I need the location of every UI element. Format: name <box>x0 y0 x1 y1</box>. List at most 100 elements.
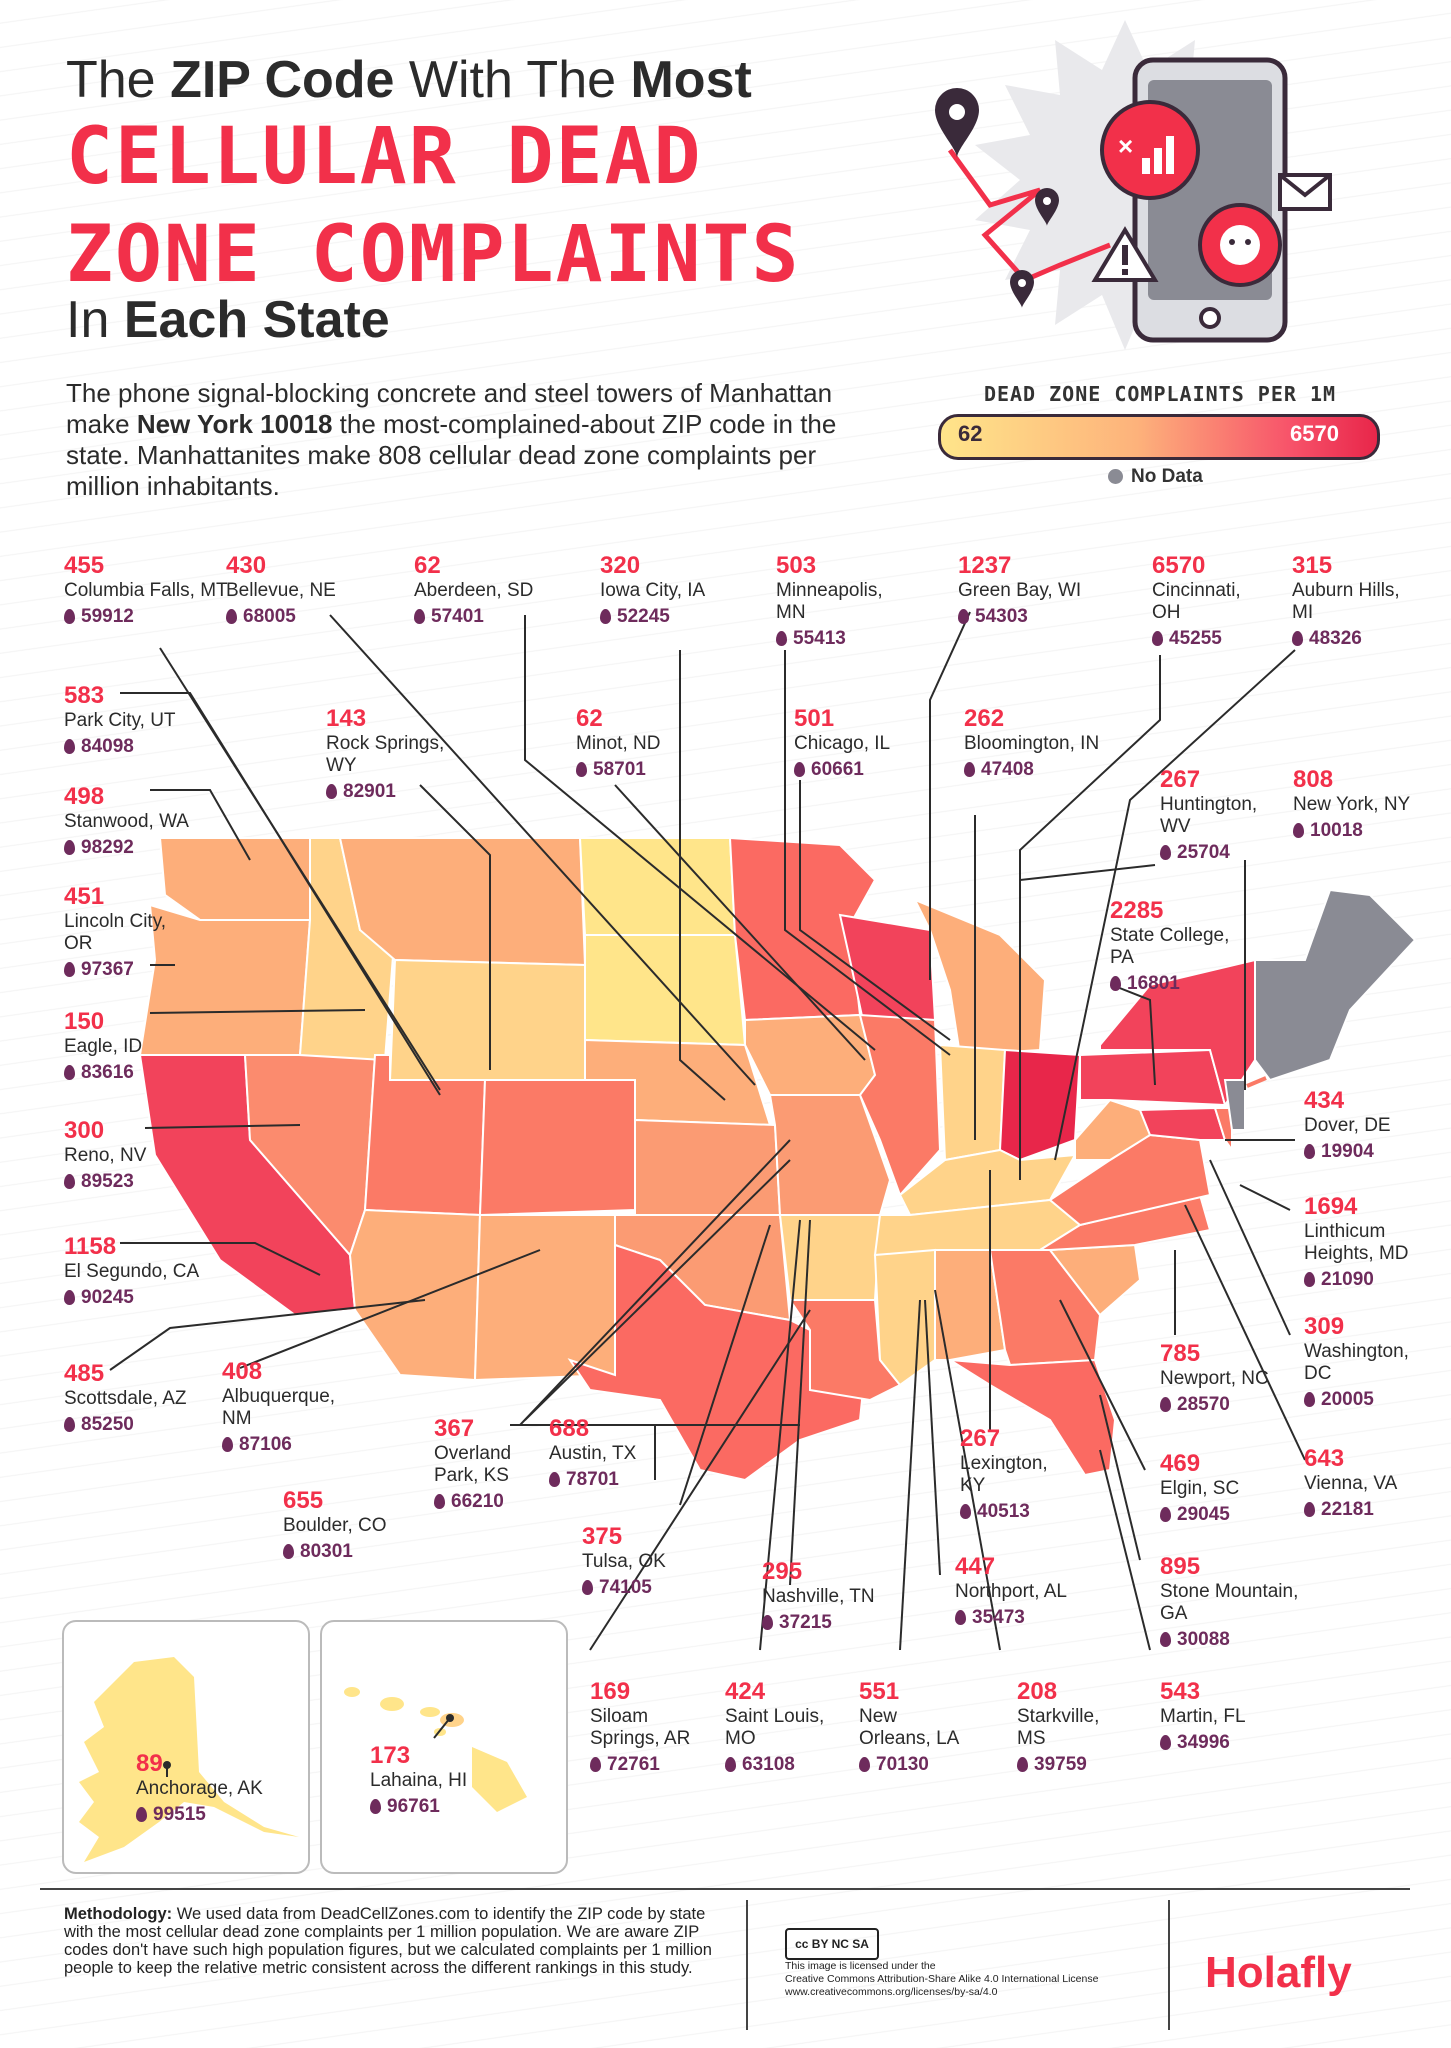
location-pin-icon <box>64 962 75 977</box>
location-pin-icon <box>222 1437 233 1452</box>
label-ny: 808 New York, NY 10018 <box>1293 766 1411 841</box>
holafly-logo: Holafly <box>1205 1948 1352 1997</box>
label-in: 262 Bloomington, IN 47408 <box>964 705 1100 780</box>
label-la: 551 New Orleans, LA 70130 <box>859 1678 960 1775</box>
location-pin-icon <box>414 609 425 624</box>
location-pin-icon <box>1110 976 1121 991</box>
location-pin-icon <box>64 1290 75 1305</box>
label-dc: 309 Washington, DC 20005 <box>1304 1313 1409 1410</box>
label-az: 485 Scottsdale, AZ 85250 <box>64 1360 187 1435</box>
legend-max: 6570 <box>1290 421 1339 446</box>
location-pin-icon <box>64 840 75 855</box>
label-pa: 2285 State College, PA 16801 <box>1110 897 1230 994</box>
route-line <box>947 148 1111 284</box>
label-tn: 295 Nashville, TN 37215 <box>762 1558 875 1633</box>
state-md <box>1138 1106 1227 1141</box>
location-pin-icon <box>859 1757 870 1772</box>
alaska-shape <box>79 1657 299 1862</box>
angry-face-bubble-icon <box>1198 203 1282 287</box>
us-map <box>138 836 1417 1480</box>
location-pin-icon <box>64 1417 75 1432</box>
label-fl: 543 Martin, FL 34996 <box>1160 1678 1246 1753</box>
label-va: 643 Vienna, VA 22181 <box>1304 1445 1398 1520</box>
state-la <box>788 1299 902 1402</box>
label-hi: 173 Lahaina, HI 96761 <box>370 1742 468 1817</box>
location-pin-icon <box>1304 1272 1315 1287</box>
location-pin-icon <box>960 1504 971 1519</box>
no-signal-bubble-icon: × <box>1100 100 1200 200</box>
label-mi: 315 Auburn Hills, MI 48326 <box>1292 552 1400 649</box>
location-pin-icon <box>725 1757 736 1772</box>
location-pin-icon <box>1160 1507 1171 1522</box>
location-pin-icon <box>776 631 787 646</box>
label-mo: 424 Saint Louis, MO 63108 <box>725 1678 825 1775</box>
location-pin-icon <box>590 1757 601 1772</box>
location-pin-icon <box>1010 270 1034 308</box>
location-pin-icon <box>64 609 75 624</box>
state-il <box>858 1013 942 1197</box>
label-ky: 267 Lexington, KY 40513 <box>960 1425 1048 1522</box>
label-ia: 320 Iowa City, IA 52245 <box>600 552 706 627</box>
no-data-swatch <box>1108 469 1123 484</box>
location-pin-icon <box>576 762 587 777</box>
label-mt: 455 Columbia Falls, MT 59912 <box>64 552 228 627</box>
location-pin-icon <box>1304 1392 1315 1407</box>
label-wa: 498 Stanwood, WA 98292 <box>64 783 189 858</box>
label-nd: 62 Minot, ND 58701 <box>576 705 661 780</box>
warning-icon <box>1091 226 1159 282</box>
cc-license-badge: cc BY NC SA <box>785 1928 879 1960</box>
location-pin-icon <box>1152 631 1163 646</box>
location-pin-icon <box>1304 1502 1315 1517</box>
label-sd: 62 Aberdeen, SD 57401 <box>414 552 534 627</box>
state-ms <box>873 1248 936 1387</box>
label-ga: 895 Stone Mountain, GA 30088 <box>1160 1553 1299 1650</box>
label-oh: 6570 Cincinnati, OH 45255 <box>1152 552 1241 649</box>
location-pin-icon <box>326 784 337 799</box>
label-ne: 430 Bellevue, NE 68005 <box>226 552 336 627</box>
location-pin-icon <box>958 609 969 624</box>
label-ms: 208 Starkville, MS 39759 <box>1017 1678 1100 1775</box>
methodology-text: Methodology: We used data from DeadCellZ… <box>64 1905 712 1977</box>
location-pin-icon <box>600 609 611 624</box>
location-pin-icon <box>964 762 975 777</box>
label-ca: 1158 El Segundo, CA 90245 <box>64 1233 200 1308</box>
location-pin-icon <box>64 739 75 754</box>
label-al: 447 Northport, AL 35473 <box>955 1553 1067 1628</box>
label-ok: 375 Tulsa, OK 74105 <box>582 1523 666 1598</box>
envelope-icon <box>1278 173 1332 211</box>
location-pin-icon <box>1304 1144 1315 1159</box>
location-pin-icon <box>1160 1397 1171 1412</box>
location-pin-icon <box>1160 1632 1171 1647</box>
page-title: The ZIP Code With The Most <box>66 51 752 109</box>
label-wy: 143 Rock Springs, WY 82901 <box>326 705 445 802</box>
location-pin-icon <box>1292 631 1303 646</box>
label-co: 655 Boulder, CO 80301 <box>283 1487 387 1562</box>
phone-illustration: × <box>935 20 1332 350</box>
hawaii-shape <box>344 1687 527 1812</box>
legend-title: DEAD ZONE COMPLAINTS PER 1M <box>983 382 1337 406</box>
hawaii-inset: 173 Lahaina, HI 96761 <box>320 1620 568 1874</box>
state-nj <box>1223 1079 1246 1131</box>
label-nm: 408 Albuquerque, NM 87106 <box>222 1358 336 1455</box>
license-text: This image is licensed under the Creativ… <box>785 1960 1099 1998</box>
label-il: 501 Chicago, IL 60661 <box>794 705 891 780</box>
label-tx: 688 Austin, TX 78701 <box>549 1415 637 1490</box>
footer-separator <box>1168 1900 1170 2030</box>
location-pin-icon <box>64 1065 75 1080</box>
location-pin-icon <box>370 1799 381 1814</box>
label-id: 150 Eagle, ID 83616 <box>64 1008 143 1083</box>
legend-no-data: No Data <box>1108 466 1203 488</box>
location-pin-icon <box>1160 1735 1171 1750</box>
state-fl <box>949 1358 1117 1477</box>
svg-text:×: × <box>1118 131 1133 161</box>
label-sc: 469 Elgin, SC 29045 <box>1160 1450 1240 1525</box>
location-pin-icon <box>1035 188 1059 226</box>
intro-paragraph: The phone signal-blocking concrete and s… <box>66 378 837 501</box>
headline-line-2: ZONE COMPLAINTS <box>66 210 801 300</box>
legend-min: 62 <box>958 421 983 446</box>
state-al <box>934 1249 1007 1361</box>
legend-color-scale <box>938 414 1380 460</box>
location-pin-icon <box>794 762 805 777</box>
location-pin-icon <box>582 1580 593 1595</box>
